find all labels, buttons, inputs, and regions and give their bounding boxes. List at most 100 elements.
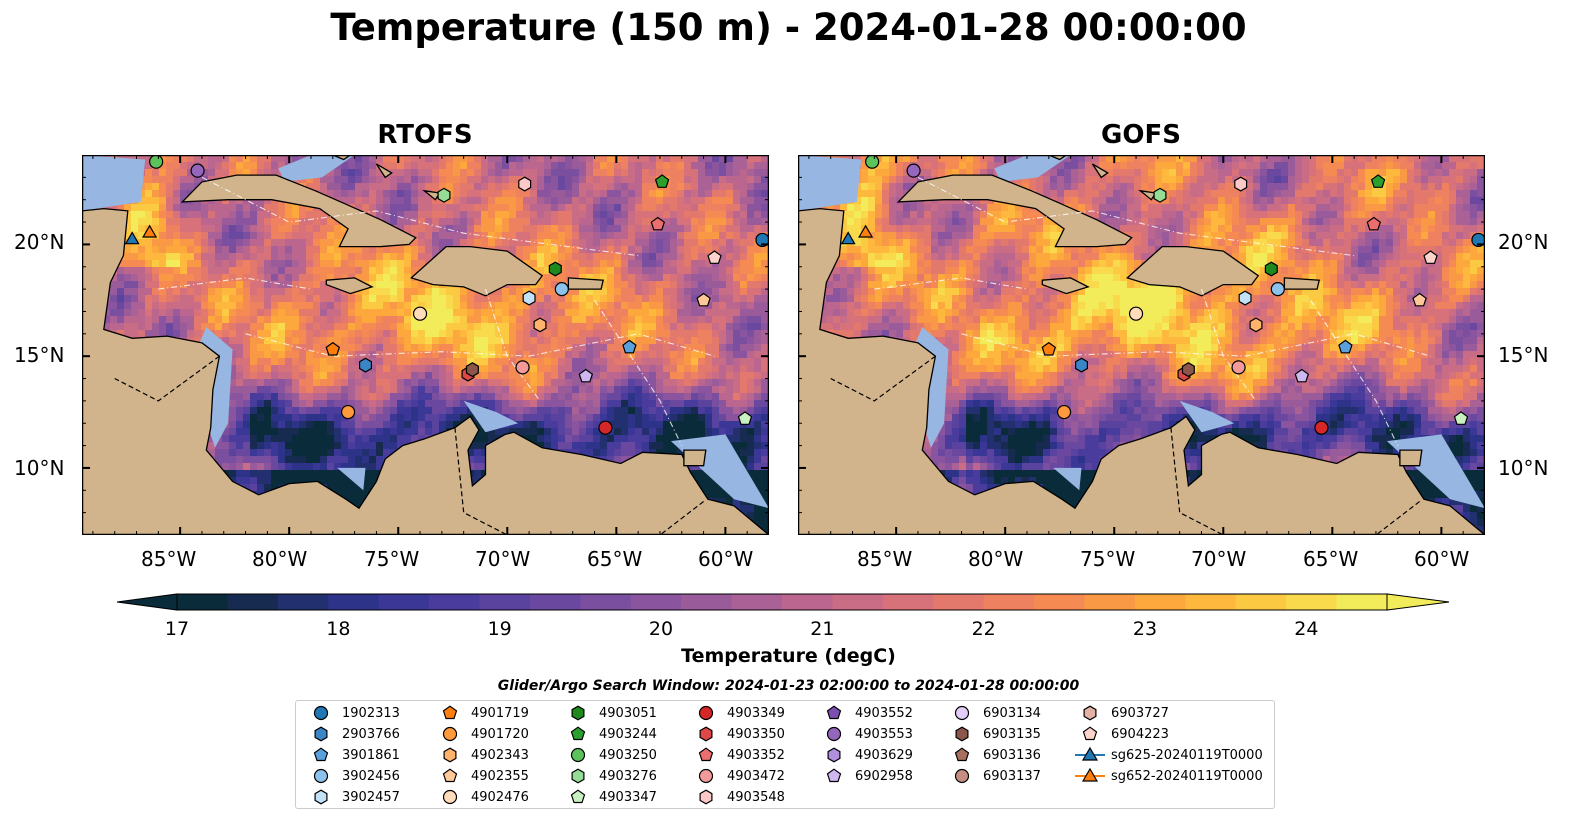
legend-marker-icon — [443, 747, 457, 763]
platform-marker-3902457 — [1238, 290, 1252, 306]
lat-tick-label-left-15: 15°N — [14, 343, 65, 367]
legend-marker-icon — [442, 768, 458, 783]
legend-item: 4903552 — [815, 703, 913, 723]
pentagon-icon — [442, 768, 458, 783]
legend-marker-icon — [570, 726, 586, 741]
colorbar-bin — [529, 594, 581, 610]
lon-tick-label-left-70: 70°W — [475, 547, 531, 571]
legend-item: 4903352 — [687, 745, 785, 765]
platform-marker-4903553 — [190, 163, 205, 178]
platform-marker-3902457 — [522, 290, 536, 306]
lon-tick-label-left-85: 85°W — [141, 547, 197, 571]
hexagon-icon — [314, 789, 328, 805]
pentagon-icon — [826, 768, 842, 783]
colorbar-bin — [580, 594, 632, 610]
lon-tick-label-right-80: 80°W — [968, 547, 1024, 571]
colorbar-tick-17: 17 — [164, 618, 190, 640]
pentagon-icon — [570, 789, 586, 804]
colorbar-bin — [1235, 594, 1287, 610]
colorbar-tick-24: 24 — [1294, 618, 1319, 640]
triangle-icon — [1081, 746, 1099, 761]
platform-marker-sg625-20240119T0000 — [124, 231, 140, 245]
colorbar-bin — [328, 594, 380, 610]
legend-item: 4903244 — [559, 724, 657, 744]
platform-marker-3902456 — [554, 282, 569, 297]
legend-item-label: 6903727 — [1111, 705, 1169, 721]
legend-item-label: 6904223 — [1111, 726, 1169, 742]
legend-marker-icon — [826, 768, 842, 783]
platform-marker-4901719 — [1041, 341, 1057, 356]
legend-marker-icon — [954, 747, 970, 762]
legend-marker-icon — [698, 768, 714, 784]
legend-item: 4901720 — [431, 724, 529, 744]
legend-marker-icon — [442, 789, 458, 805]
legend-marker-icon — [698, 747, 714, 762]
hexagon-icon — [827, 747, 841, 763]
platform-marker-4903352 — [650, 216, 666, 231]
legend-item-label: 4903552 — [855, 705, 913, 721]
legend-item: 4903553 — [815, 724, 913, 744]
platform-marker-4903352 — [1366, 216, 1382, 231]
legend-item-label: 4901720 — [471, 726, 529, 742]
legend-item: 3901861 — [302, 745, 400, 765]
platform-marker-3901861 — [1338, 339, 1353, 354]
colorbar-bin — [782, 594, 833, 610]
lat-tick-label-right-10: 10°N — [1498, 456, 1549, 480]
legend-item: 4903347 — [559, 787, 657, 807]
legend-item: 6903134 — [943, 703, 1041, 723]
platform-marker-4903244 — [654, 174, 670, 188]
platform-marker-sg625-20240119T0000 — [840, 231, 856, 245]
legend-marker-icon — [571, 705, 585, 721]
platform-marker-4903276 — [1153, 187, 1167, 203]
legend-marker-icon — [698, 705, 714, 721]
pentagon-icon — [442, 705, 458, 720]
hexagon-icon — [571, 768, 585, 784]
legend-item: 6903727 — [1071, 703, 1169, 723]
lat-tick-label-left-20: 20°N — [14, 230, 65, 254]
legend-item-label: 4903051 — [599, 705, 657, 721]
platform-marker-6902958 — [1294, 368, 1310, 383]
colorbar-bin — [479, 594, 531, 610]
legend-item-label: sg652-20240119T0000 — [1111, 768, 1263, 784]
platform-marker-4903352b — [1423, 250, 1438, 264]
legend-item: 4903350 — [687, 724, 785, 744]
circle-icon — [954, 705, 970, 721]
legend-item: 4902355 — [431, 766, 529, 786]
legend-item: sg652-20240119T0000 — [1071, 766, 1263, 786]
platform-marker-4903276 — [437, 187, 451, 203]
circle-icon — [826, 726, 842, 742]
legend-marker-icon — [954, 705, 970, 721]
colorbar-tick-18: 18 — [326, 618, 351, 640]
hexagon-icon — [443, 747, 457, 763]
lon-tick-label-left-75: 75°W — [364, 547, 420, 571]
legend-title: Glider/Argo Search Window: 2024-01-23 02… — [497, 678, 1080, 694]
legend-item: 4903548 — [687, 787, 785, 807]
lon-tick-label-right-85: 85°W — [857, 547, 913, 571]
legend-item: 4903276 — [559, 766, 657, 786]
colorbar-bin — [1084, 594, 1136, 610]
colorbar-bin — [832, 594, 884, 610]
lon-tick-label-right-65: 65°W — [1303, 547, 1359, 571]
circle-icon — [570, 747, 586, 763]
platform-marker-4902343 — [1249, 317, 1263, 333]
circle-icon — [313, 705, 329, 721]
colorbar-tick-23: 23 — [1132, 618, 1158, 640]
legend-marker-icon — [1075, 767, 1105, 782]
legend-marker-icon — [699, 726, 713, 742]
platform-marker-4901720 — [340, 404, 356, 420]
legend-item-label: 4902476 — [471, 789, 529, 805]
legend-item-label: 4903350 — [727, 726, 785, 742]
legend-item-label: 6902958 — [855, 768, 913, 784]
colorbar-bin — [731, 594, 783, 610]
platform-marker-4903548 — [1234, 176, 1248, 192]
legend-marker-icon — [314, 726, 328, 742]
legend-item: 6904223 — [1071, 724, 1169, 744]
platform-marker-4903548 — [518, 176, 532, 192]
legend-item-label: 4901719 — [471, 705, 529, 721]
colorbar-bin — [277, 594, 329, 610]
platform-marker-4903250 — [865, 155, 880, 169]
legend-item-label: 4903352 — [727, 747, 785, 763]
colorbar-extend-high — [1386, 593, 1450, 611]
colorbar-tick-20: 20 — [648, 618, 674, 640]
platform-marker-sg652-20240119T0000 — [142, 224, 158, 238]
